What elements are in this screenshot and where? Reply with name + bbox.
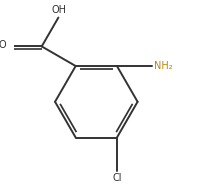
Text: O: O bbox=[0, 40, 6, 50]
Text: Cl: Cl bbox=[112, 173, 122, 183]
Text: NH₂: NH₂ bbox=[154, 61, 173, 71]
Text: OH: OH bbox=[52, 5, 67, 15]
